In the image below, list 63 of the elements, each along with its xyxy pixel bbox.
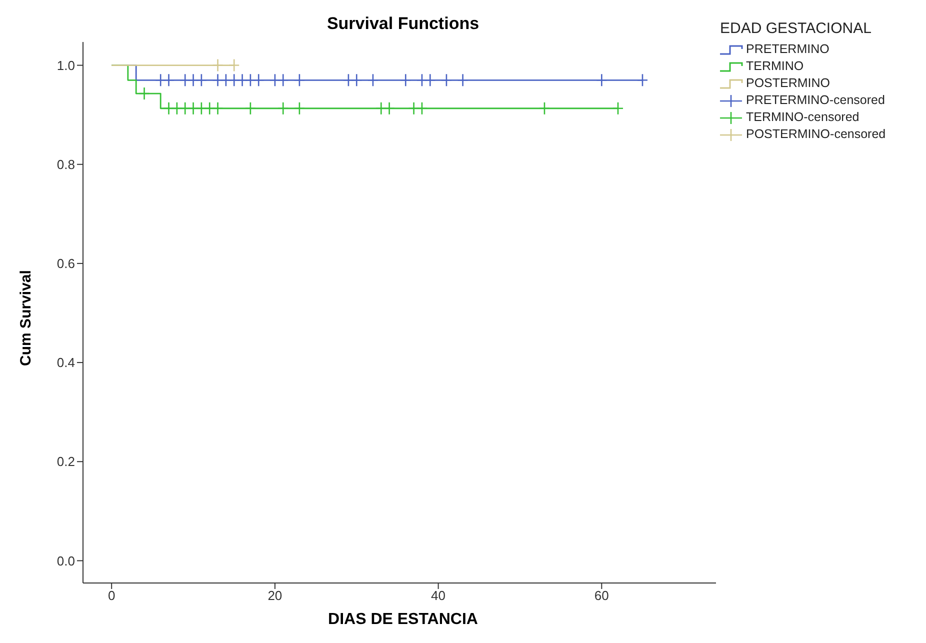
point [138,86,150,100]
point [342,73,354,87]
legend-label: TERMINO [746,58,804,75]
point [163,102,174,116]
y-tick-label: 0.0 [56,553,75,568]
point [596,73,608,87]
point [212,58,224,72]
point [244,73,256,87]
point [204,102,216,116]
point [244,102,256,116]
point [188,73,199,87]
point [440,73,452,87]
point [252,73,264,87]
legend-title: EDAD GESTACIONAL [720,20,872,37]
point [424,73,436,87]
x-tick-label: 20 [268,588,282,604]
y-tick-label: 0.6 [56,256,75,272]
x-axis-title: DIAS DE ESTANCIA [327,611,479,629]
point [269,73,281,87]
point [212,73,224,87]
point [408,102,420,116]
point [384,102,395,116]
legend-label: POSTERMINO [746,75,830,92]
y-tick-label: 1.0 [56,58,75,73]
point [375,102,387,116]
point [400,73,412,87]
x-tick-label: 60 [594,588,609,604]
point [228,73,240,87]
y-tick-label: 0.8 [56,156,75,172]
point [294,102,306,116]
point [196,73,208,87]
x-tick-label: 0 [108,588,116,604]
point [171,102,183,116]
point [294,73,306,87]
point [196,102,208,116]
point [350,73,362,87]
point [457,73,468,87]
chart-title: Survival Functions [326,14,480,34]
point [179,73,191,87]
point [277,73,289,87]
y-axis-title: Cum Survival [18,270,34,366]
point [612,102,624,116]
legend-label: PRETERMINO [746,41,830,58]
x-tick-label: 40 [431,588,446,604]
point [538,102,550,116]
point [212,102,224,116]
point [416,73,428,87]
y-tick-label: 0.2 [56,454,75,470]
point [236,73,248,87]
point [277,102,289,116]
point [228,58,240,72]
point [416,102,428,116]
point [636,73,648,87]
point [220,73,232,87]
point [367,73,379,87]
legend-label: TERMINO-censored [746,109,860,126]
point [179,102,191,116]
legend-label: POSTERMINO-censored [746,126,886,143]
point [154,73,166,87]
point [188,102,199,116]
point [163,73,174,87]
legend-label: PRETERMINO-censored [746,92,885,109]
y-tick-label: 0.4 [56,355,75,370]
